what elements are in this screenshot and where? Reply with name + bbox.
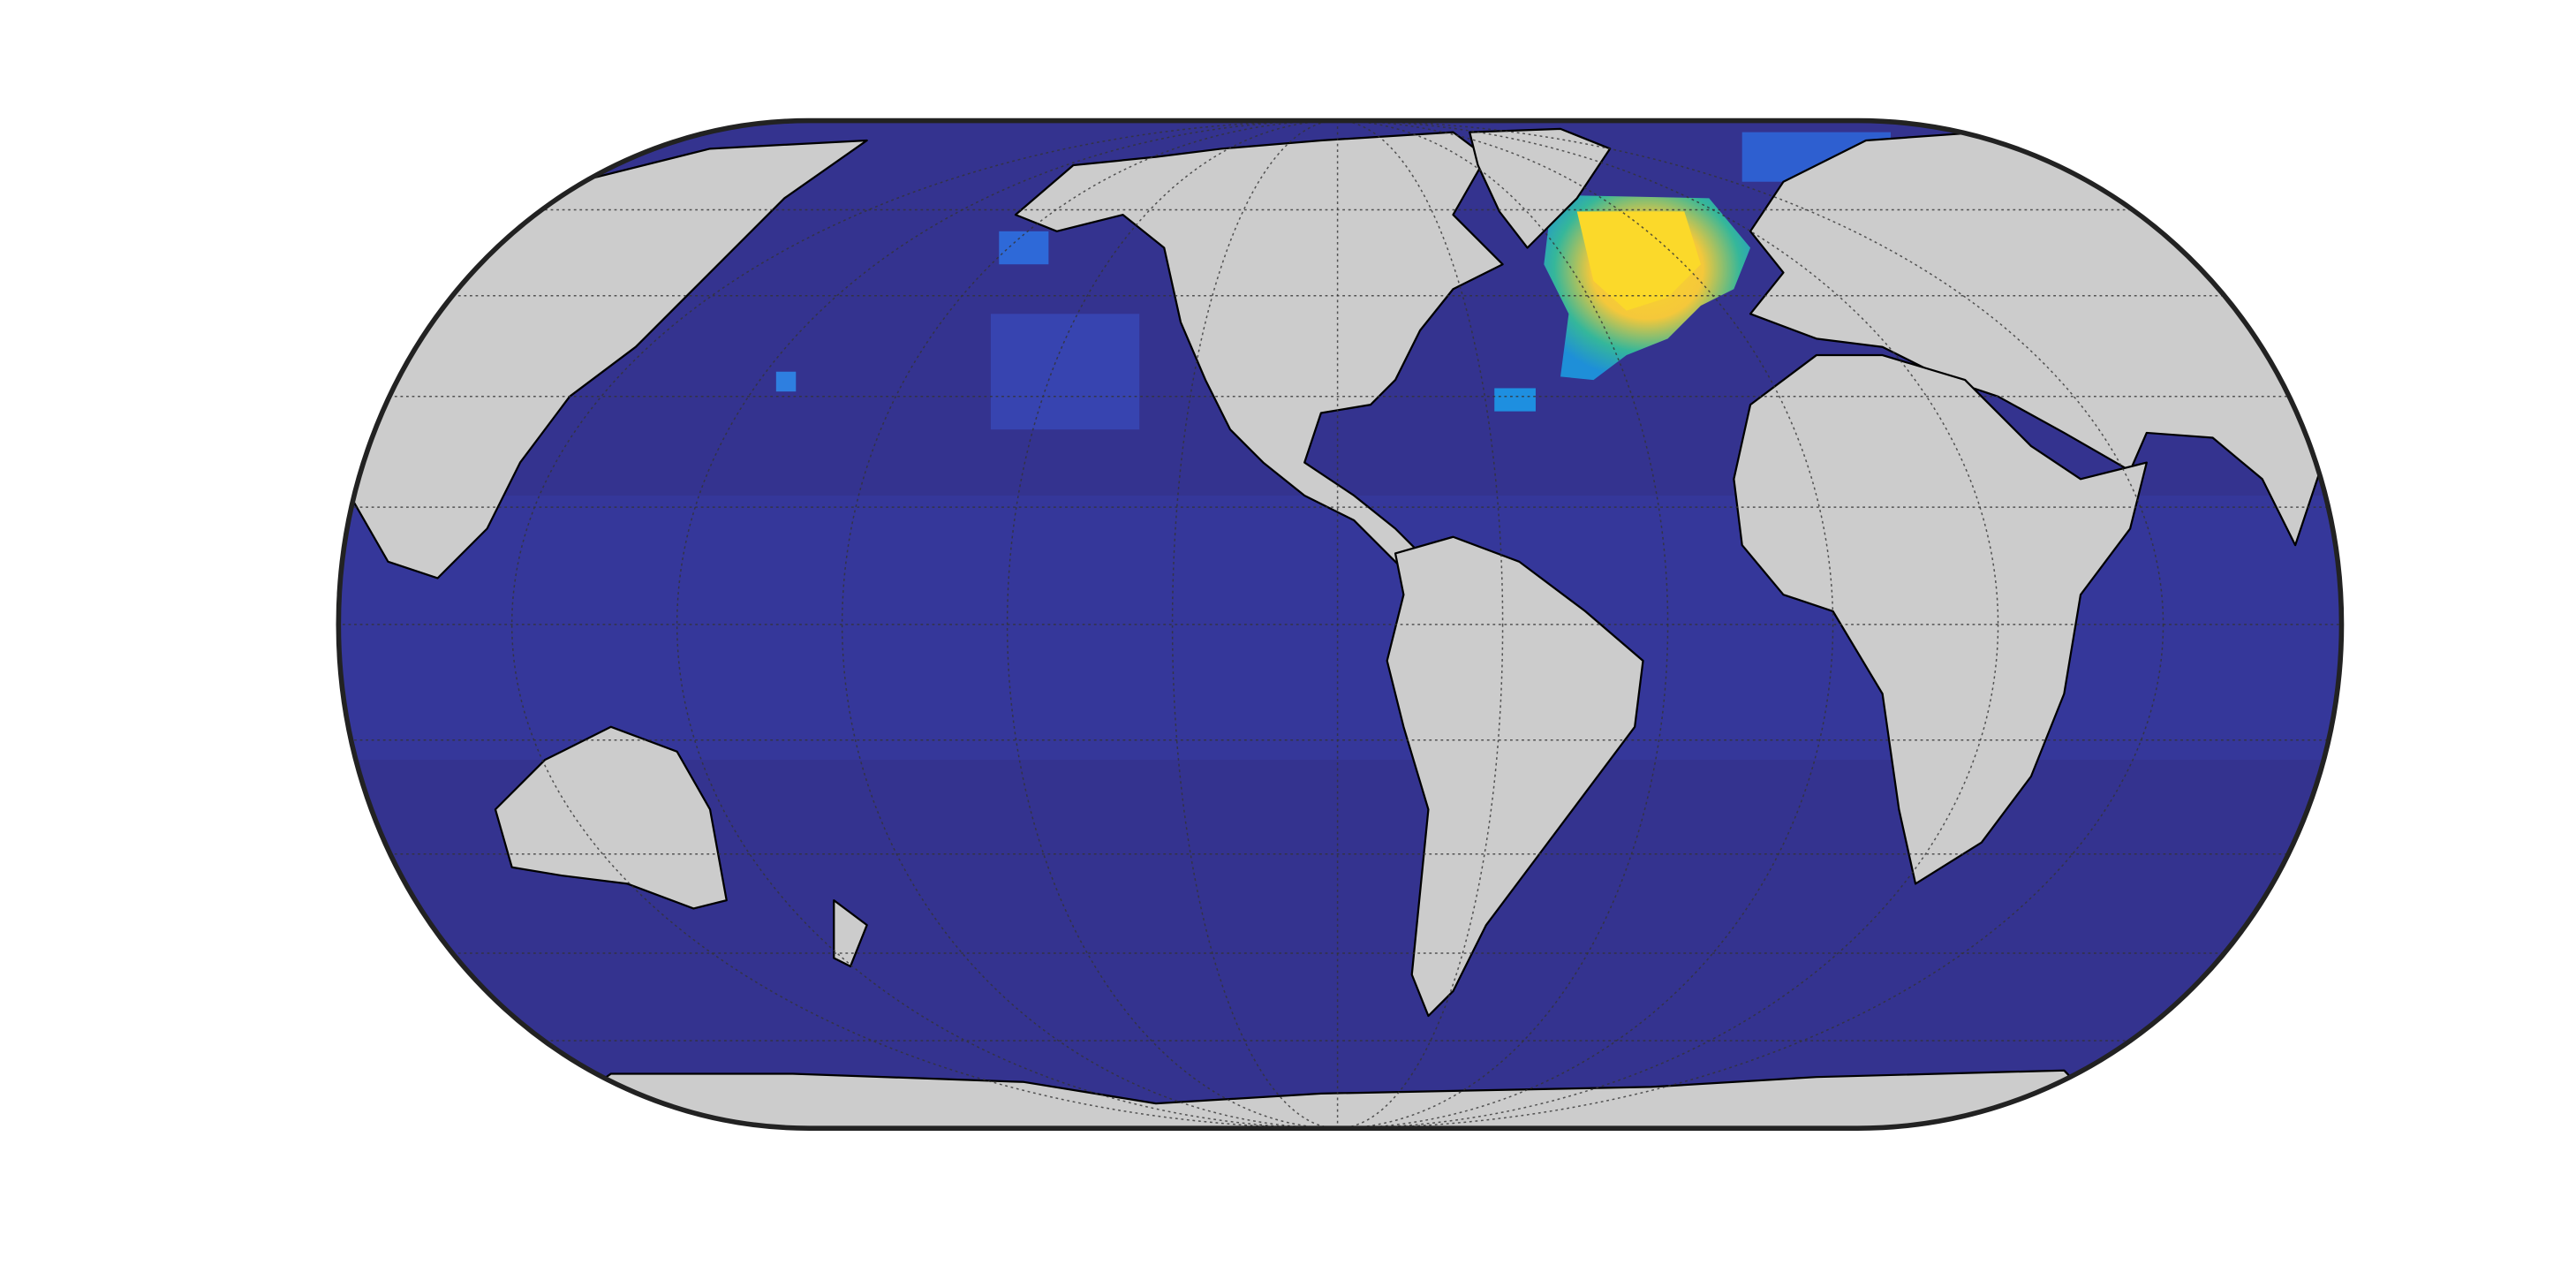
meridian — [676, 120, 1999, 1129]
africa — [1733, 353, 2148, 885]
ocean-patch — [990, 314, 1140, 430]
hotspot-core — [1576, 211, 1701, 311]
meridian — [841, 120, 1834, 1129]
meridian — [1006, 120, 1669, 1129]
meridian — [1171, 120, 1504, 1129]
map-frame — [336, 117, 2345, 1131]
australia — [494, 725, 728, 910]
graticule — [338, 120, 2342, 1129]
greenland — [1469, 127, 1612, 249]
new-zealand — [833, 898, 868, 968]
ocean-patch — [775, 371, 797, 392]
map-body — [338, 120, 2342, 1129]
north-america — [1014, 131, 1504, 572]
ocean-patch — [1494, 388, 1536, 412]
antarctica — [494, 1069, 2148, 1129]
south-america — [1386, 535, 1644, 1018]
ocean-patch — [999, 231, 1049, 265]
meridian — [510, 120, 2164, 1129]
